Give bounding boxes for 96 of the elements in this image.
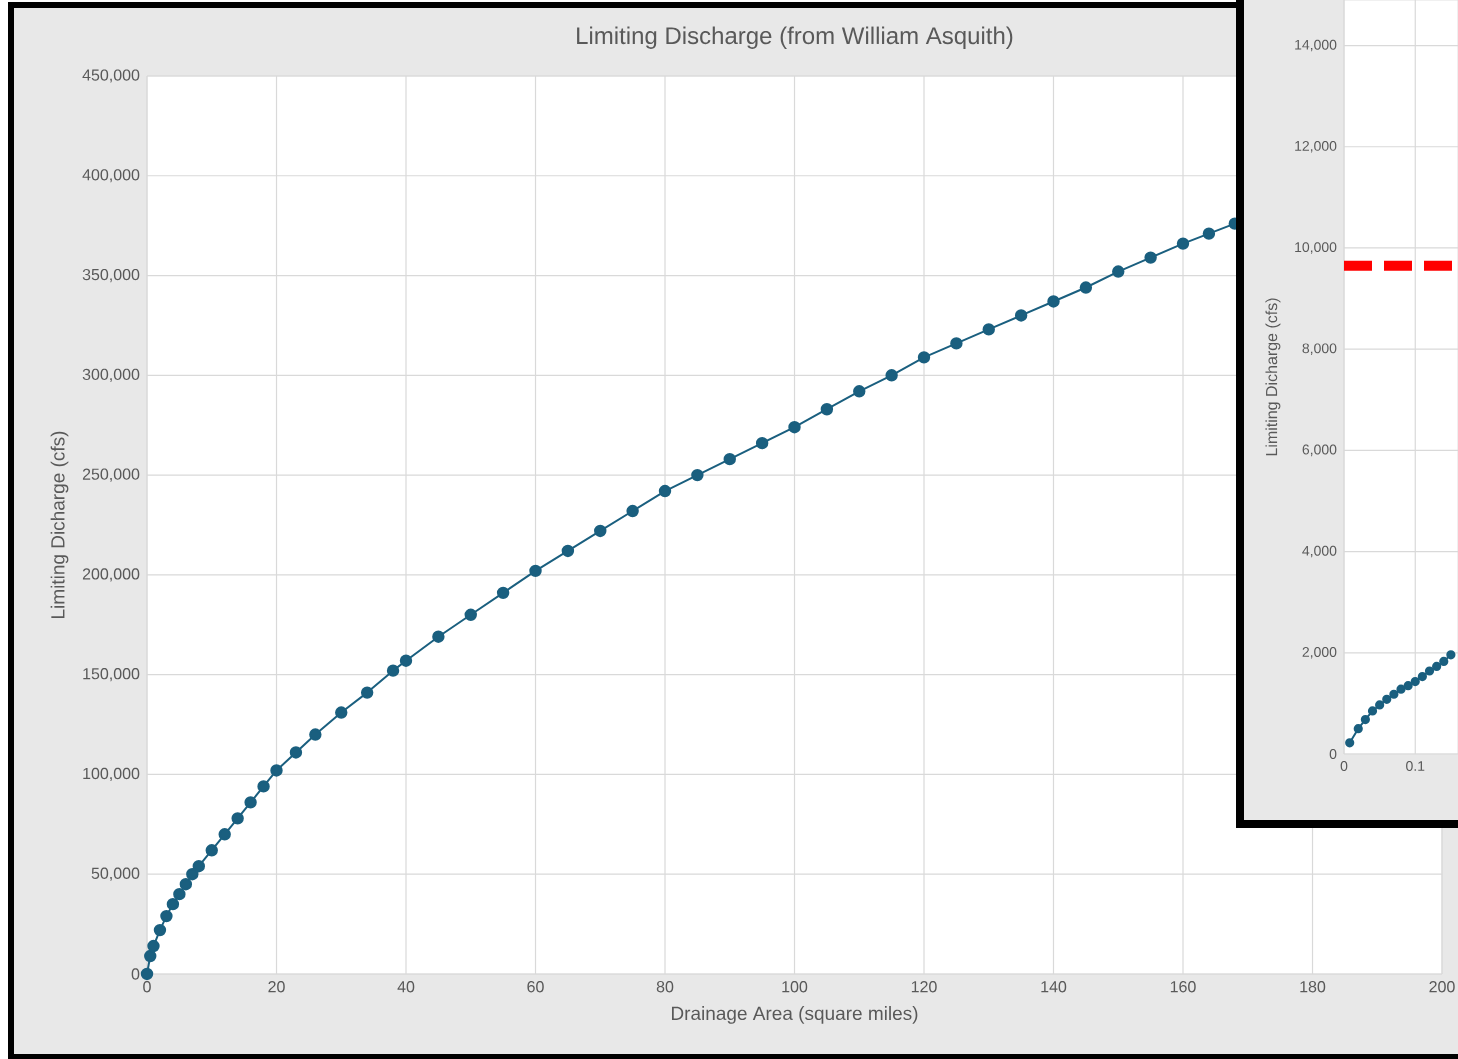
y-axis-title: Limiting Dicharge (cfs) — [1265, 298, 1281, 456]
point — [1396, 684, 1406, 694]
point — [1047, 295, 1060, 308]
y-axis-title: Limiting Dicharge (cfs) — [50, 431, 69, 618]
point — [1439, 656, 1449, 666]
point — [244, 796, 257, 809]
y-tick-label: 10,000 — [1295, 242, 1337, 254]
point — [309, 728, 322, 741]
point — [1079, 281, 1093, 294]
point — [386, 664, 400, 677]
y-tick-label: 0 — [131, 968, 140, 980]
point — [1382, 694, 1392, 704]
point — [192, 860, 206, 873]
point — [1367, 706, 1378, 716]
y-tick-label: 100,000 — [83, 767, 140, 782]
point — [1112, 265, 1125, 278]
point — [1410, 677, 1420, 687]
point — [360, 686, 374, 699]
point — [529, 564, 542, 578]
point — [496, 586, 510, 600]
point — [270, 764, 283, 777]
point — [432, 630, 445, 643]
point — [160, 909, 173, 923]
point — [1202, 227, 1216, 240]
point — [950, 337, 963, 350]
x-tick-label: 20 — [268, 981, 285, 993]
point — [561, 544, 575, 558]
point — [166, 897, 180, 911]
x-tick-label: 160 — [1170, 981, 1196, 993]
chart-title: Limiting Discharge (from William Asquith) — [577, 26, 1013, 49]
point — [853, 385, 866, 398]
point — [1389, 689, 1399, 699]
x-tick-label: 0.1 — [1406, 761, 1425, 771]
point — [917, 351, 931, 364]
point — [820, 403, 834, 416]
point — [231, 812, 244, 825]
point — [144, 949, 157, 963]
point — [885, 369, 898, 382]
point — [399, 654, 413, 667]
x-tick-label: 100 — [782, 981, 808, 993]
point — [257, 780, 270, 793]
x-tick-label: 200 — [1429, 981, 1455, 993]
point — [691, 468, 704, 482]
y-tick-label: 450,000 — [82, 69, 140, 83]
y-tick-label: 300,000 — [82, 368, 140, 382]
point — [755, 436, 769, 450]
point — [153, 923, 167, 937]
point — [1360, 714, 1370, 725]
x-tick-label: 0 — [143, 981, 151, 993]
point — [1176, 237, 1190, 250]
point — [218, 828, 231, 841]
point — [788, 421, 801, 434]
x-tick-label: 120 — [911, 981, 937, 993]
y-tick-label: 350,000 — [82, 268, 140, 283]
x-tick-label: 180 — [1300, 981, 1326, 993]
y-tick-label: 200,000 — [82, 568, 140, 582]
x-tick-label: 40 — [397, 981, 415, 993]
point — [1417, 671, 1427, 682]
point — [140, 967, 154, 981]
point — [1446, 650, 1456, 660]
x-axis-title: Drainage Area (square miles) — [671, 1006, 918, 1024]
point — [1144, 251, 1157, 264]
x-tick-label: 80 — [656, 981, 674, 993]
y-tick-label: 2,000 — [1302, 647, 1337, 659]
y-tick-label: 6,000 — [1302, 444, 1337, 457]
point — [626, 504, 639, 518]
point — [205, 844, 218, 857]
point — [179, 877, 193, 891]
point — [982, 323, 995, 336]
y-tick-label: 50,000 — [91, 867, 140, 881]
point — [658, 484, 672, 498]
point — [173, 887, 186, 901]
point — [723, 452, 736, 466]
point — [464, 608, 477, 621]
point — [147, 939, 160, 953]
point — [289, 746, 303, 759]
y-tick-label: 0 — [1329, 749, 1337, 759]
y-tick-label: 4,000 — [1302, 545, 1337, 558]
point — [335, 706, 348, 719]
point — [594, 524, 607, 538]
y-tick-label: 8,000 — [1302, 343, 1337, 355]
y-tick-label: 250,000 — [82, 468, 140, 482]
point — [1014, 309, 1028, 322]
point — [1424, 666, 1435, 676]
y-tick-label: 150,000 — [83, 668, 140, 682]
point — [1375, 700, 1385, 710]
point — [1353, 724, 1363, 734]
x-tick-label: 140 — [1041, 981, 1067, 993]
point — [1403, 681, 1413, 691]
point — [186, 868, 199, 881]
y-tick-label: 14,000 — [1295, 39, 1337, 52]
x-tick-label: 60 — [527, 981, 544, 993]
point — [1345, 738, 1355, 748]
y-tick-label: 400,000 — [82, 169, 140, 183]
point — [1432, 661, 1442, 672]
y-tick-label: 12,000 — [1295, 140, 1337, 153]
